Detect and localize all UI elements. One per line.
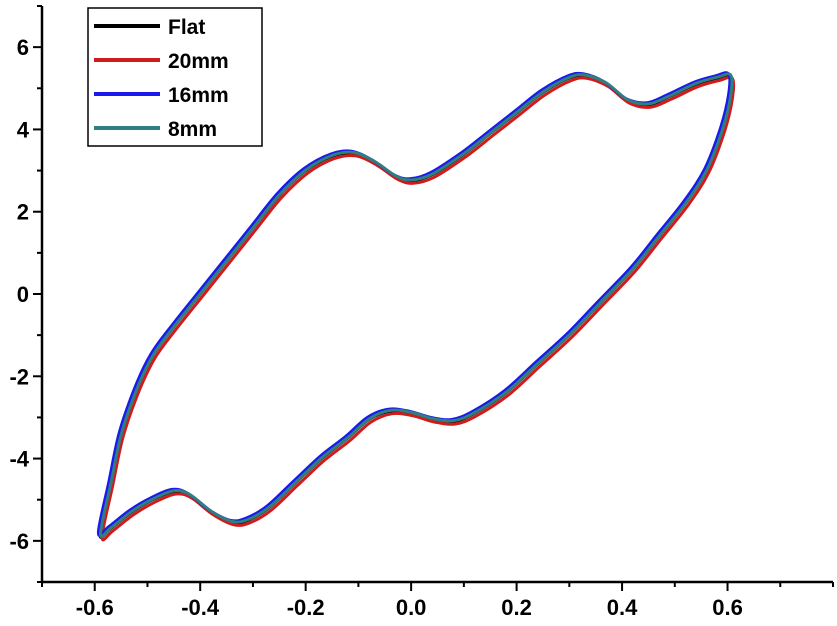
- y-tick-label: 0: [17, 282, 29, 307]
- series-layer: [96, 71, 736, 542]
- x-tick-label: 0.6: [712, 595, 743, 620]
- x-tick-label: -0.2: [287, 595, 325, 620]
- legend-label-flat: Flat: [168, 16, 205, 39]
- x-tick-label: 0.2: [501, 595, 532, 620]
- y-tick-label: -2: [9, 364, 29, 389]
- x-ticks: -0.6 -0.4 -0.2 0.0 0.2 0.4 0.6: [41, 582, 834, 620]
- legend-label-16mm: 16mm: [168, 84, 229, 107]
- legend-label-8mm: 8mm: [168, 118, 217, 141]
- y-ticks: -6 -4 -2 0 2 4 6: [9, 5, 42, 583]
- x-tick-label: 0.0: [396, 595, 427, 620]
- y-tick-label: -4: [9, 447, 29, 472]
- y-tick-label: -6: [9, 529, 29, 554]
- y-tick-label: 2: [17, 200, 29, 225]
- x-tick-label: -0.6: [76, 595, 114, 620]
- legend-box: [87, 7, 263, 147]
- legend: Flat 20mm 16mm 8mm: [87, 7, 263, 147]
- x-tick-label: -0.4: [181, 595, 220, 620]
- x-tick-label: 0.4: [607, 595, 638, 620]
- series-line-8mm: [99, 72, 734, 539]
- y-tick-label: 6: [17, 35, 29, 60]
- y-tick-label: 4: [17, 117, 30, 142]
- legend-label-20mm: 20mm: [168, 50, 229, 73]
